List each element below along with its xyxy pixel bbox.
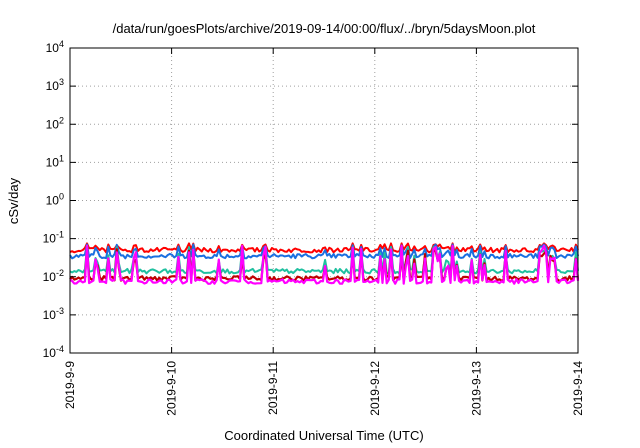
- y-tick-exponent: 0: [59, 192, 64, 202]
- y-tick-exponent: -4: [56, 344, 64, 354]
- x-tick-label: 2019-9-9: [63, 361, 77, 409]
- series-line: [69, 243, 579, 260]
- y-tick-base: 10: [46, 117, 60, 131]
- y-tick-exponent: -2: [56, 268, 64, 278]
- series-line: [69, 242, 579, 254]
- y-tick-label: 101: [46, 153, 64, 169]
- y-tick-label: 10-3: [43, 306, 64, 322]
- y-axis-label: cSv/day: [6, 177, 21, 224]
- chart-title: /data/run/goesPlots/archive/2019-09-14/0…: [113, 21, 536, 36]
- x-tick-label: 2019-9-14: [571, 361, 585, 416]
- y-tick-exponent: -1: [56, 230, 64, 240]
- y-tick-label: 102: [46, 115, 64, 131]
- series-lines: [69, 242, 580, 285]
- x-tick-label: 2019-9-10: [165, 361, 179, 416]
- y-tick-exponent: -3: [56, 306, 64, 316]
- y-tick-label: 10-1: [43, 230, 64, 246]
- grid-lines: [70, 48, 578, 353]
- y-tick-label: 100: [46, 192, 64, 208]
- y-tick-label: 104: [46, 39, 64, 55]
- y-tick-base: 10: [46, 79, 60, 93]
- x-tick-label: 2019-9-11: [266, 361, 280, 415]
- y-tick-base: 10: [43, 346, 57, 360]
- y-tick-base: 10: [43, 270, 57, 284]
- y-tick-label: 10-2: [43, 268, 64, 284]
- y-tick-base: 10: [46, 155, 60, 169]
- x-axis-ticks: 2019-9-9 2019-9-10 2019-9-11 2019-9-12 2019-…: [63, 48, 585, 416]
- x-axis-label: Coordinated Universal Time (UTC): [224, 428, 423, 443]
- y-tick-base: 10: [46, 194, 60, 208]
- y-tick-label: 103: [46, 77, 64, 93]
- y-tick-base: 10: [43, 232, 57, 246]
- y-tick-label: 10-4: [43, 344, 64, 360]
- y-tick-exponent: 1: [59, 153, 64, 163]
- series-line: [69, 246, 579, 275]
- y-tick-exponent: 3: [59, 77, 64, 87]
- y-tick-base: 10: [46, 41, 60, 55]
- series-line: [69, 244, 580, 285]
- y-tick-exponent: 2: [59, 115, 64, 125]
- y-tick-base: 10: [43, 308, 57, 322]
- x-tick-label: 2019-9-13: [469, 361, 483, 416]
- x-tick-label: 2019-9-12: [368, 361, 382, 416]
- y-tick-exponent: 4: [59, 39, 64, 49]
